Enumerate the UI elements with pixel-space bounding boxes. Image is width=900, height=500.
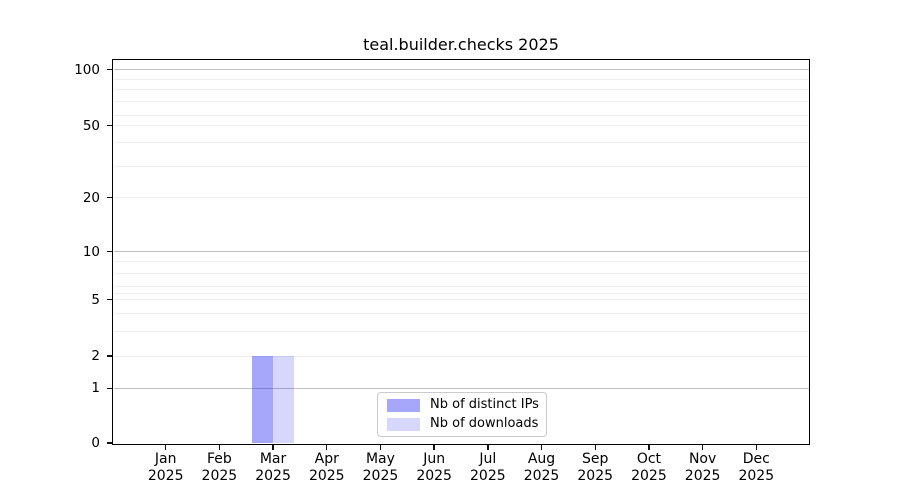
x-tick-label-mar: Mar 2025: [233, 451, 313, 484]
x-tick-year: 2025: [577, 467, 614, 484]
legend-item-downloads: Nb of downloads: [387, 416, 539, 431]
x-tick-label-jan: Jan 2025: [126, 451, 206, 484]
legend-label-downloads: Nb of downloads: [430, 416, 539, 431]
x-tick-label-nov: Nov 2025: [663, 451, 743, 484]
x-tick-mark-sep: [594, 444, 596, 450]
x-tick-year: 2025: [416, 467, 452, 484]
x-tick-mark-mar: [272, 444, 274, 450]
x-tick-label-oct: Oct 2025: [609, 451, 689, 484]
x-tick-mark-jun: [433, 444, 435, 450]
x-tick-mark-apr: [326, 444, 328, 450]
y-tick-label-2: 2: [91, 348, 100, 364]
x-tick-year: 2025: [470, 467, 506, 484]
x-tick-mark-oct: [648, 444, 650, 450]
y-tick-label-100: 100: [74, 61, 100, 78]
x-tick-label-may: May 2025: [340, 451, 420, 484]
x-tick-year: 2025: [738, 467, 775, 484]
y-tick-label-5: 5: [91, 291, 100, 308]
x-tick-year: 2025: [684, 467, 721, 484]
x-tick-label-dec: Dec 2025: [716, 451, 796, 484]
y-tick-label-10: 10: [82, 243, 100, 260]
x-tick-year: 2025: [147, 467, 184, 484]
downloads-swatch: [387, 417, 420, 431]
x-tick-label-feb: Feb 2025: [179, 451, 259, 484]
legend-label-distinct-ips: Nb of distinct IPs: [430, 397, 539, 412]
x-tick-mark-may: [379, 444, 382, 450]
distinct-ips-swatch: [387, 398, 420, 412]
x-tick-mark-jul: [487, 444, 489, 450]
x-tick-mark-nov: [701, 444, 704, 450]
y-tick-label-20: 20: [82, 189, 100, 206]
legend: Nb of distinct IPs Nb of downloads: [377, 392, 547, 437]
x-tick-label-jul: Jul 2025: [448, 451, 528, 484]
legend-item-distinct-ips: Nb of distinct IPs: [387, 397, 539, 412]
x-tick-label-sep: Sep 2025: [555, 451, 635, 484]
y-tick-label-50: 50: [82, 117, 100, 134]
x-tick-label-apr: Apr 2025: [287, 451, 367, 484]
x-tick-year: 2025: [362, 467, 399, 484]
x-tick-year: 2025: [631, 467, 667, 484]
chart-title: teal.builder.checks 2025: [363, 35, 559, 54]
x-tick-label-jun: Jun 2025: [394, 451, 474, 484]
x-tick-mark-feb: [218, 444, 221, 450]
x-tick-year: 2025: [255, 467, 291, 484]
x-tick-year: 2025: [201, 467, 238, 484]
y-tick-label-1: 1: [91, 380, 100, 397]
y-tick-label-0: 0: [91, 435, 100, 451]
x-tick-mark-aug: [540, 444, 543, 450]
x-tick-mark-jan: [164, 444, 167, 450]
x-tick-label-aug: Aug 2025: [502, 451, 582, 484]
x-tick-year: 2025: [308, 467, 345, 484]
x-tick-year: 2025: [523, 467, 560, 484]
plot-area-border: [112, 58, 810, 445]
x-tick-mark-dec: [755, 444, 757, 450]
